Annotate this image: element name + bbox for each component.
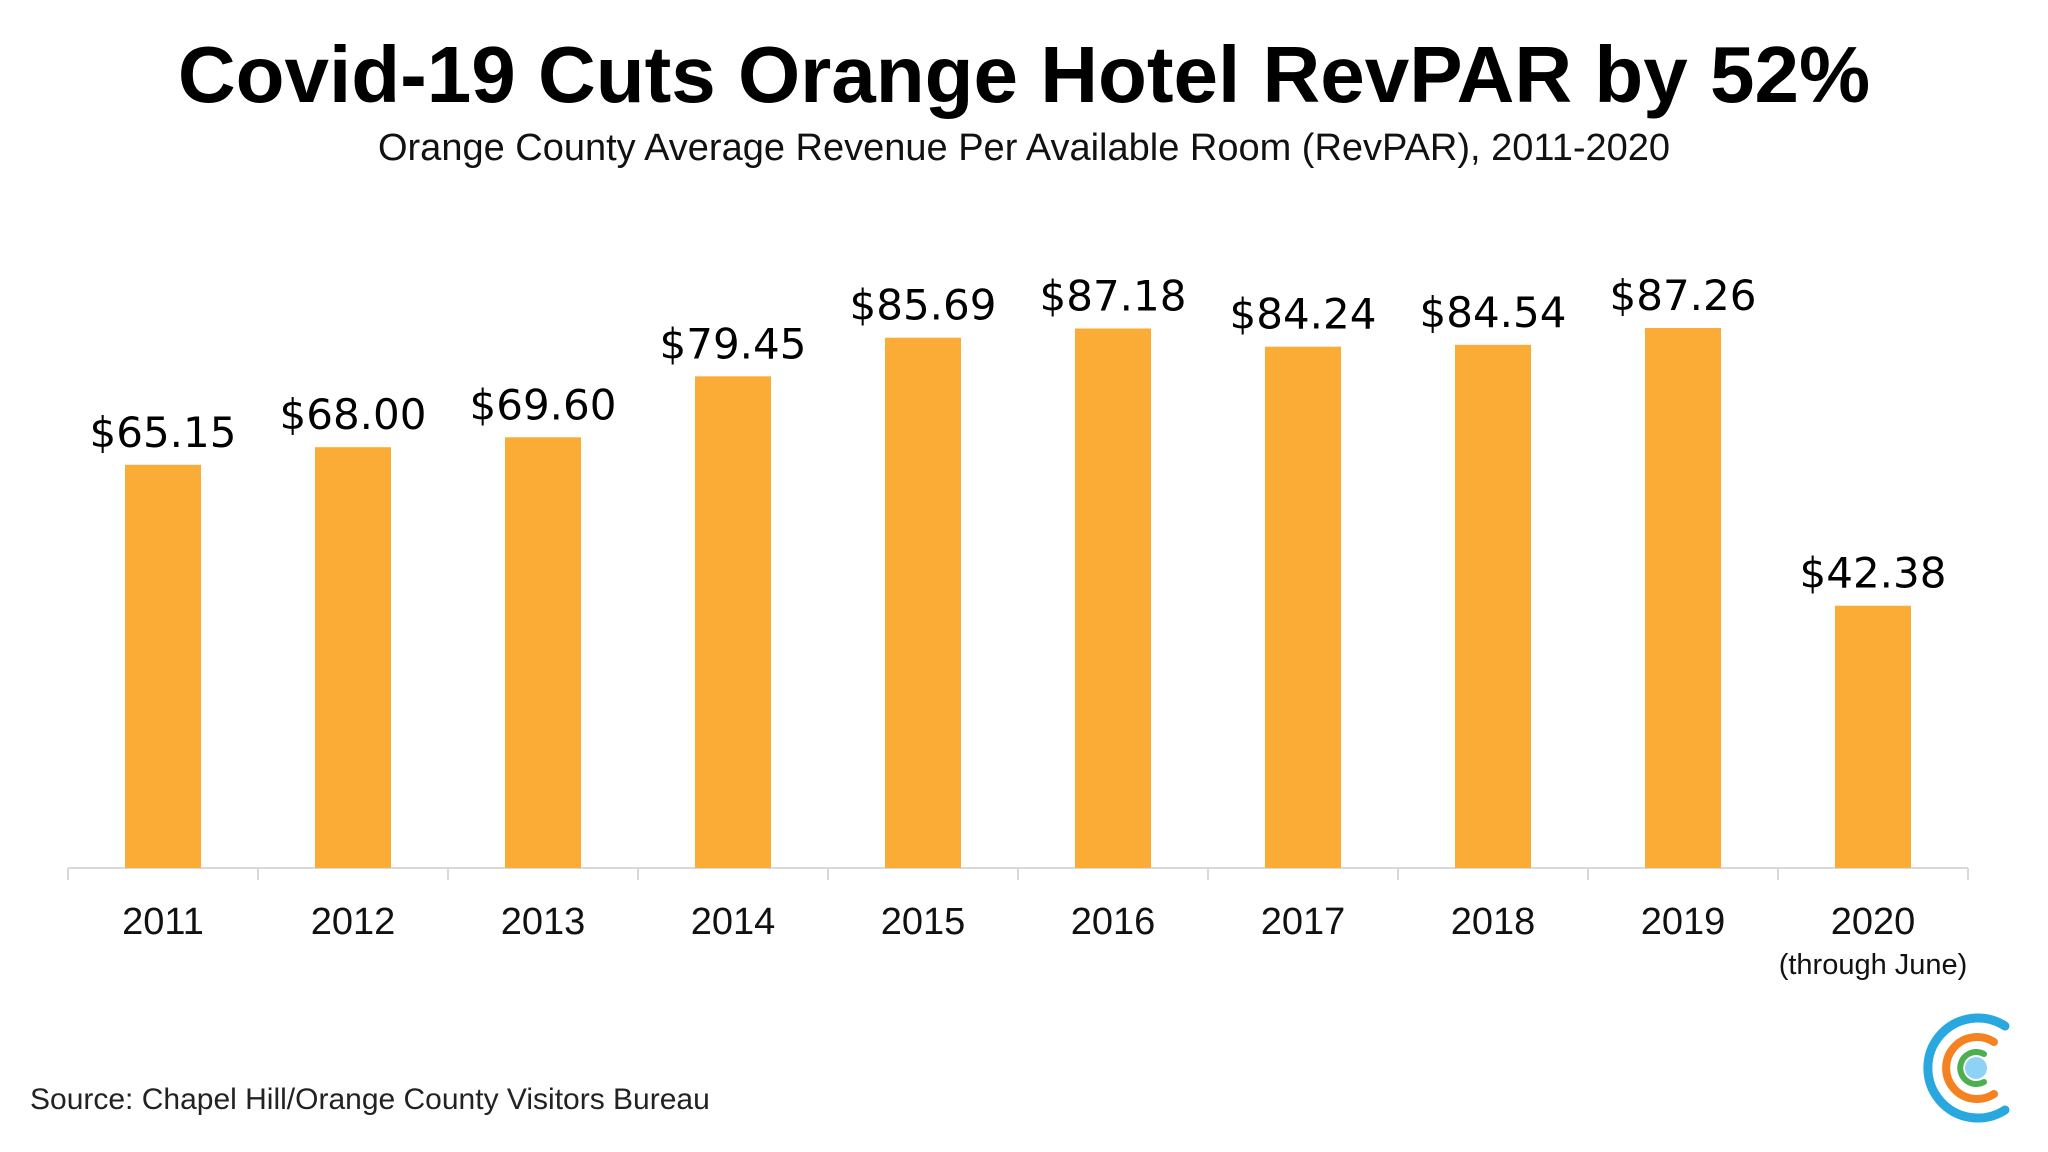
bar-2020	[1835, 605, 1911, 868]
data-label-2016: $87.18	[1040, 271, 1187, 320]
x-tick-label-2019: 2019	[1641, 901, 1726, 943]
bar-2014	[695, 376, 771, 868]
data-label-2017: $84.24	[1230, 290, 1377, 339]
data-label-2013: $69.60	[470, 380, 617, 429]
x-tick-sublabel-2020: (through June)	[1779, 949, 1968, 981]
data-label-2018: $84.54	[1420, 288, 1567, 337]
source-note: Source: Chapel Hill/Orange County Visito…	[30, 1083, 710, 1116]
chart-subtitle: Orange County Average Revenue Per Availa…	[377, 127, 1671, 169]
x-tick-label-2018: 2018	[1451, 901, 1536, 943]
bar-2019	[1645, 328, 1721, 868]
x-tick-label-2011: 2011	[122, 901, 204, 943]
bar-2018	[1455, 344, 1531, 868]
data-label-2012: $68.00	[280, 390, 427, 439]
bar-2011	[125, 464, 201, 868]
data-label-2019: $87.26	[1610, 271, 1757, 320]
x-tick-label-2020: 2020	[1831, 901, 1916, 943]
bar-2017	[1265, 346, 1341, 868]
x-tick-label-2015: 2015	[881, 901, 966, 943]
bar-2012	[315, 447, 391, 868]
x-tick-label-2012: 2012	[311, 901, 396, 943]
logo-outer-arc	[1923, 1013, 2010, 1123]
logo-inner-arc	[1957, 1049, 1987, 1087]
concentric-c-logo-icon	[1923, 1013, 2010, 1123]
data-label-2014: $79.45	[660, 319, 807, 368]
bar-2016	[1075, 328, 1151, 868]
x-tick-label-2014: 2014	[691, 901, 776, 943]
bar-2015	[885, 337, 961, 868]
x-tick-label-2017: 2017	[1261, 901, 1346, 943]
bar-2013	[505, 437, 581, 868]
x-tick-label-2016: 2016	[1071, 901, 1156, 943]
logo-middle-arc	[1942, 1033, 1998, 1103]
data-label-2020: $42.38	[1800, 549, 1947, 598]
x-tick-label-2013: 2013	[501, 901, 586, 943]
data-label-2015: $85.69	[850, 281, 997, 330]
data-label-2011: $65.15	[90, 408, 237, 457]
logo-center-dot	[1965, 1057, 1987, 1079]
chart-title: Covid-19 Cuts Orange Hotel RevPAR by 52%	[177, 30, 1871, 119]
